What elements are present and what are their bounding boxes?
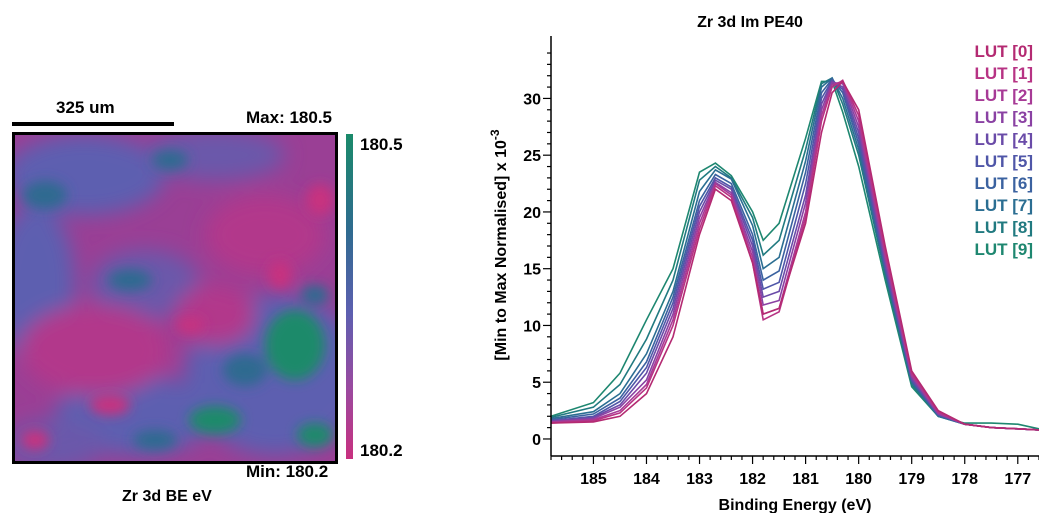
chart-title: Zr 3d Im PE40	[697, 14, 803, 31]
y-axis-label: [Min to Max Normalised] x 10-3	[488, 129, 510, 360]
y-axis-label-group: [Min to Max Normalised] x 10-3	[488, 129, 510, 360]
x-tick-label: 183	[686, 471, 713, 488]
legend-item: LUT [8]	[974, 218, 1033, 237]
legend: LUT [0] LUT [1] LUT [2] LUT [3] LUT [4] LUT […	[974, 42, 1033, 259]
colorbar	[346, 134, 353, 459]
y-tick-label: 10	[523, 318, 541, 335]
x-tick-label: 177	[1004, 471, 1031, 488]
axes: 0 5 10 15 20 25 30 185 184 183 182 181 180 179 178 177	[523, 36, 1039, 488]
legend-item: LUT [2]	[974, 86, 1033, 105]
spectrum-chart: Zr 3d Im PE40 0 5 10 15 20 25 30 185 184 183 182 18…	[488, 14, 1039, 513]
y-axis-label-text: [Min to Max Normalised] x 10	[493, 140, 510, 361]
scalebar	[12, 122, 174, 126]
series-line-0	[550, 80, 1039, 431]
x-tick-label: 184	[633, 471, 660, 488]
legend-item: LUT [7]	[974, 196, 1033, 215]
legend-item: LUT [1]	[974, 64, 1033, 83]
legend-item: LUT [5]	[974, 152, 1033, 171]
legend-item: LUT [0]	[974, 42, 1033, 61]
x-tick-label: 185	[580, 471, 607, 488]
colorbar-max-label: 180.5	[360, 135, 403, 154]
x-axis-label: Binding Energy (eV)	[719, 497, 872, 513]
y-tick-label: 0	[532, 432, 541, 449]
x-tick-label: 182	[739, 471, 766, 488]
chemical-state-map[interactable]	[12, 132, 338, 464]
x-tick-label: 181	[792, 471, 819, 488]
y-tick-label: 5	[532, 375, 541, 392]
legend-item: LUT [4]	[974, 130, 1033, 149]
map-image	[15, 135, 335, 461]
x-tick-label: 179	[898, 471, 925, 488]
map-title: Zr 3d BE eV	[122, 488, 212, 505]
y-tick-label: 30	[523, 91, 541, 108]
y-tick-label: 15	[523, 262, 541, 279]
x-tick-label: 180	[845, 471, 872, 488]
colorbar-min-label: 180.2	[360, 441, 403, 460]
legend-item: LUT [6]	[974, 174, 1033, 193]
plot-lines	[550, 76, 1039, 431]
y-tick-label: 20	[523, 205, 541, 222]
legend-item: LUT [3]	[974, 108, 1033, 127]
y-tick-label: 25	[523, 148, 541, 165]
x-tick-label: 178	[951, 471, 978, 488]
y-axis-label-exponent: -3	[488, 129, 502, 140]
map-min-label: Min: 180.2	[246, 462, 329, 481]
map-max-label: Max: 180.5	[246, 108, 332, 127]
scalebar-label: 325 um	[56, 98, 115, 117]
legend-item: LUT [9]	[974, 240, 1033, 259]
